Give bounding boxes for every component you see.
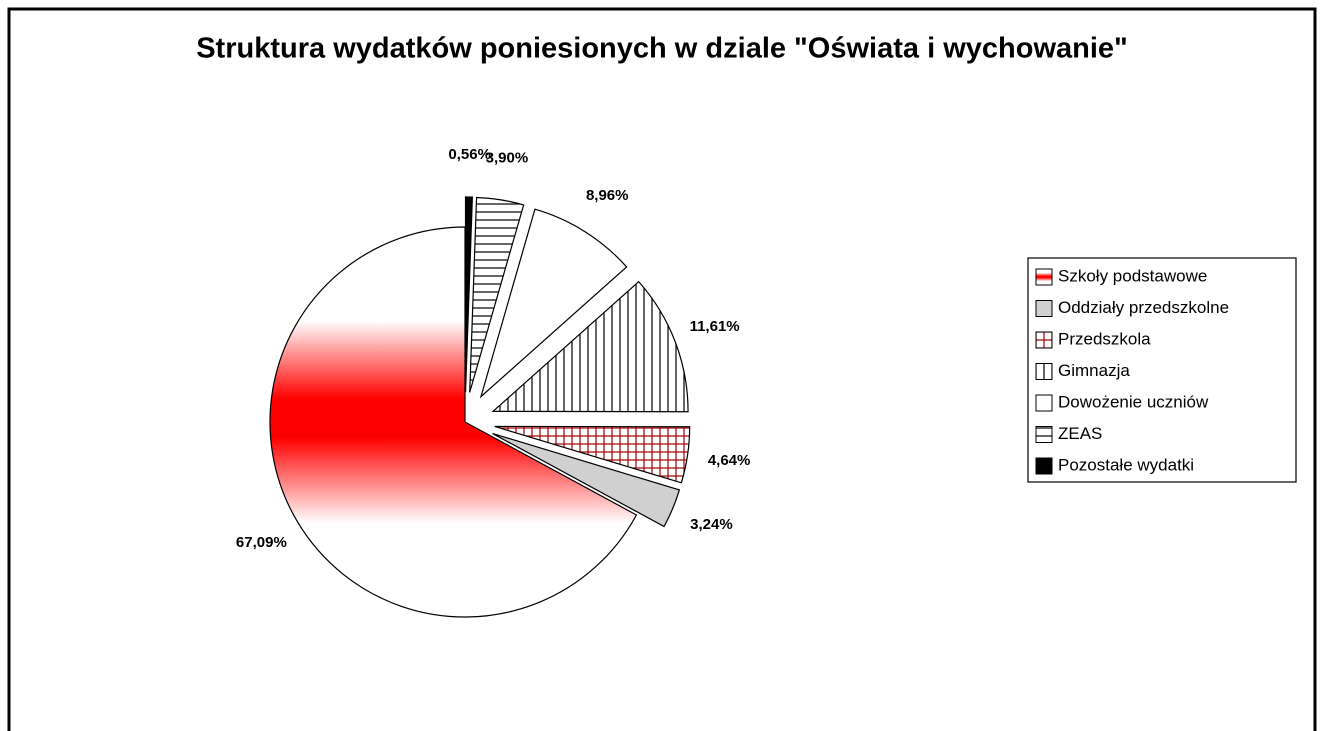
legend — [1027, 257, 1297, 483]
pie-slice — [491, 280, 689, 413]
chart-title: Struktura wydatków poniesionych w dziale… — [196, 33, 1128, 65]
legend-swatch — [1035, 268, 1053, 286]
legend-swatch — [1035, 457, 1053, 475]
data-label: 0,56% — [448, 146, 491, 163]
legend-swatch — [1035, 331, 1053, 349]
legend-label: ZEAS — [1058, 424, 1102, 443]
legend-label: Gimnazja — [1058, 361, 1130, 380]
pie-slice — [469, 196, 525, 393]
legend-label: Pozostałe wydatki — [1058, 455, 1194, 474]
pie-slice — [464, 196, 474, 393]
legend-label: Oddziały przedszkolne — [1058, 298, 1229, 317]
pie-slice — [492, 432, 681, 528]
legend-swatch — [1035, 300, 1053, 317]
pie-slice — [479, 208, 628, 399]
data-label: 3,24% — [690, 516, 733, 533]
legend-label: Przedszkola — [1058, 329, 1151, 348]
data-label: 11,61% — [690, 318, 740, 335]
legend-swatch — [1035, 363, 1053, 380]
data-label: 4,64% — [708, 452, 751, 469]
legend-swatch — [1035, 394, 1053, 412]
legend-label: Szkoły podstawowe — [1058, 266, 1207, 285]
frame — [7, 7, 1317, 731]
pie-slice — [494, 425, 691, 484]
pie-slice — [269, 226, 638, 618]
data-label: 67,09% — [236, 534, 287, 551]
legend-swatch — [1035, 426, 1053, 443]
data-label: 3,90% — [486, 149, 529, 166]
legend-label: Dowożenie uczniów — [1058, 392, 1209, 411]
data-label: 8,96% — [586, 187, 629, 204]
